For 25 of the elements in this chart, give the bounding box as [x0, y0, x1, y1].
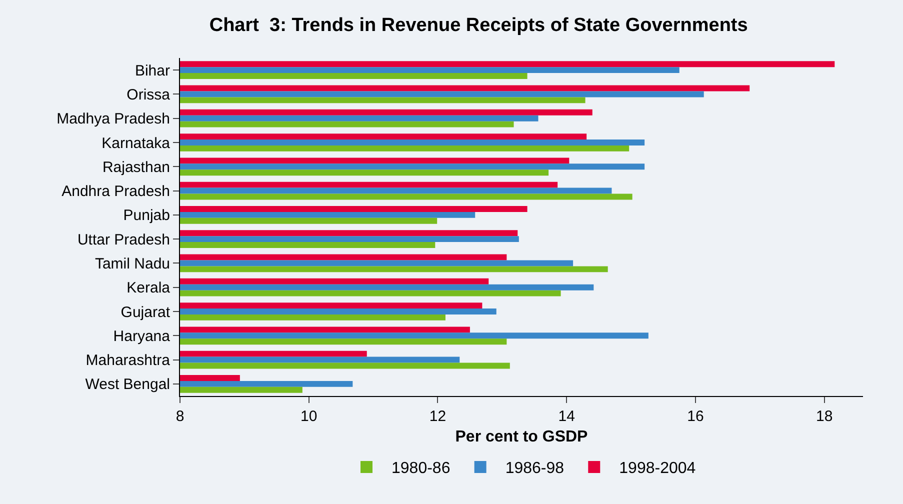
y-tick-label: Tamil Nadu	[94, 255, 170, 272]
y-tick-label: Orissa	[126, 86, 171, 104]
y-tick-label: Kerala	[126, 280, 171, 297]
chart-title: Chart 3: Trends in Revenue Receipts of State Governments	[209, 14, 748, 36]
y-tick-label: Gujarat	[120, 304, 171, 321]
legend-label: 1980-86	[392, 460, 450, 478]
y-tick-label: West Bengal	[85, 376, 170, 394]
x-tick-label: 10	[300, 408, 318, 425]
legend-label: 1986-98	[505, 460, 564, 478]
y-tick-label: Uttar Pradesh	[77, 231, 170, 248]
y-tick-label: Bihar	[134, 62, 170, 80]
x-tick-label: 8	[176, 408, 184, 425]
legend-label: 1998-2004	[619, 460, 696, 478]
y-tick-label: Haryana	[113, 328, 171, 345]
x-tick-label: 12	[429, 408, 446, 425]
y-tick-label: Andhra Pradesh	[62, 183, 170, 200]
y-tick-label: Punjab	[123, 207, 170, 224]
y-tick-label: Madhya Pradesh	[56, 110, 170, 128]
x-tick-label: 14	[558, 408, 575, 425]
x-axis-title: Per cent to GSDP	[455, 428, 588, 446]
x-tick-label: 16	[687, 408, 704, 425]
y-tick-label: Maharashtra	[86, 352, 171, 370]
y-tick-label: Karnataka	[102, 134, 171, 152]
y-tick-label: Rajasthan	[102, 158, 170, 176]
x-tick-label: 18	[816, 408, 833, 425]
